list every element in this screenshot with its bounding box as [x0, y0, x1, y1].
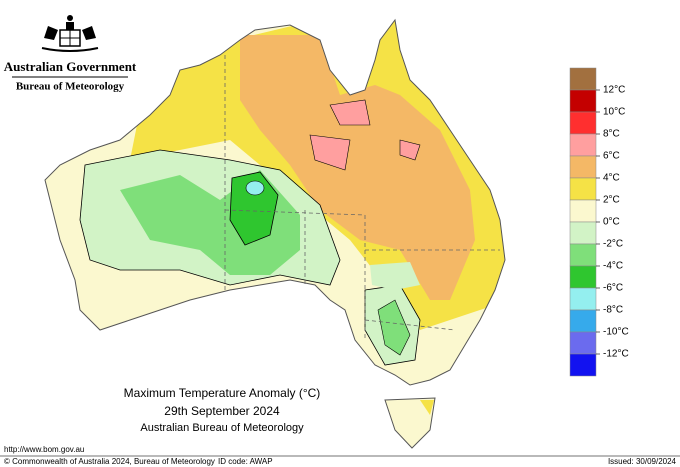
legend-swatch [569, 155, 597, 179]
legend-swatch [569, 111, 597, 135]
footer-id-code: ID code: AWAP [218, 457, 273, 466]
legend-swatch [569, 67, 597, 91]
footer-copyright: © Commonwealth of Australia 2024, Bureau… [4, 457, 215, 466]
legend-label: -6°C [603, 283, 623, 294]
legend-swatch [569, 89, 597, 113]
legend-label: 2°C [603, 195, 620, 206]
legend: 12°C 10°C 8°C 6°C 4°C 2°C 0°C -2°C -4°C -6°C -8°C -… [569, 67, 629, 377]
map-source: Australian Bureau of Meteorology [140, 422, 304, 434]
map-title: Maximum Temperature Anomaly (°C) [124, 386, 321, 400]
legend-label: -2°C [603, 239, 623, 250]
legend-swatch [569, 177, 597, 201]
logo [41, 15, 99, 52]
legend-label: 4°C [603, 173, 620, 184]
legend-label: 10°C [603, 107, 625, 118]
agency-name: Bureau of Meteorology [16, 81, 125, 93]
legend-label: 0°C [603, 217, 620, 228]
legend-swatch [569, 199, 597, 223]
legend-label: -8°C [603, 305, 623, 316]
legend-swatch [569, 265, 597, 289]
legend-label: -10°C [603, 327, 629, 338]
footer-url: http://www.bom.gov.au [4, 445, 84, 454]
legend-swatch [569, 309, 597, 333]
legend-swatch [569, 331, 597, 355]
legend-label: 6°C [603, 151, 620, 162]
legend-swatch [569, 133, 597, 157]
footer-issued: Issued: 30/09/2024 [608, 457, 677, 466]
legend-label: 8°C [603, 129, 620, 140]
legend-swatch [569, 353, 597, 377]
map-date: 29th September 2024 [164, 404, 280, 418]
legend-label: -12°C [603, 349, 629, 360]
government-name: Australian Government [4, 59, 137, 74]
legend-swatch [569, 287, 597, 311]
legend-swatch [569, 221, 597, 245]
legend-label: -4°C [603, 261, 623, 272]
legend-swatch [569, 243, 597, 267]
legend-label: 12°C [603, 85, 625, 96]
